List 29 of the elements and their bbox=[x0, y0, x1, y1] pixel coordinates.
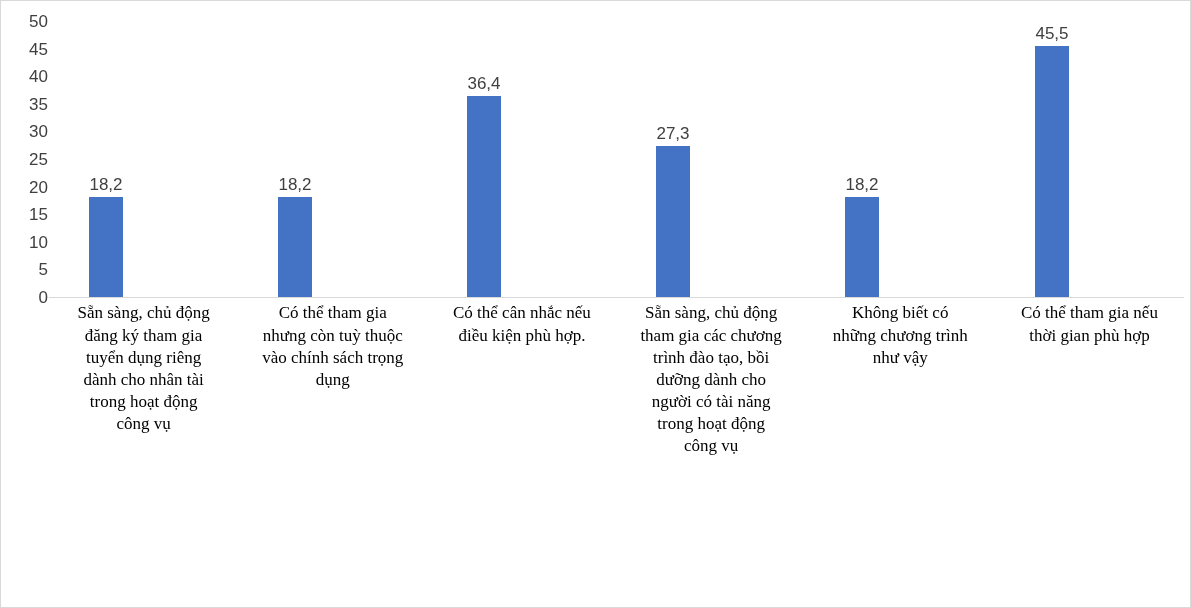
bar bbox=[89, 197, 123, 297]
x-tick-label: Có thể tham gia nhưng còn tuỳ thuộc vào chính sách trọng dụng bbox=[262, 303, 404, 389]
y-tick-label: 35 bbox=[29, 94, 48, 114]
x-tick-label: Không biết có những chương trình như vậy bbox=[832, 303, 969, 367]
y-tick-label: 15 bbox=[29, 205, 48, 225]
y-tick-label: 5 bbox=[38, 260, 48, 280]
data-label: 27,3 bbox=[656, 124, 690, 143]
bar bbox=[1035, 46, 1069, 297]
y-tick-label: 40 bbox=[29, 67, 48, 87]
x-tick-label: Sẵn sàng, chủ động đăng ký tham gia tuyển dụng riêng dành cho nhân tài trong hoạt động công vụ bbox=[77, 303, 211, 433]
bar bbox=[278, 197, 312, 297]
bar bbox=[845, 197, 879, 297]
data-label: 18,2 bbox=[278, 175, 312, 194]
x-tick-label: Sẵn sàng, chủ động tham gia các chương trình đào tạo, bồi dưỡng dành cho người có tài năng trong hoạt động công vụ bbox=[640, 303, 783, 455]
data-label: 18,2 bbox=[845, 175, 879, 194]
y-tick-label: 0 bbox=[38, 287, 48, 307]
y-tick-label: 25 bbox=[29, 149, 48, 169]
y-tick-label: 30 bbox=[29, 122, 48, 142]
y-tick-label: 10 bbox=[29, 232, 48, 252]
x-tick-label: Có thể cân nhắc nếu điều kiện phù hợp. bbox=[453, 303, 592, 345]
bar bbox=[656, 146, 690, 297]
y-tick-label: 50 bbox=[29, 11, 48, 31]
x-tick-label: Có thể tham gia nếu thời gian phù hợp bbox=[1020, 303, 1159, 345]
data-label: 45,5 bbox=[1035, 24, 1069, 43]
data-label: 36,4 bbox=[467, 74, 501, 93]
data-label: 18,2 bbox=[89, 175, 123, 194]
y-tick-label: 45 bbox=[29, 39, 48, 59]
bar bbox=[467, 96, 501, 297]
y-tick-label: 20 bbox=[29, 177, 48, 197]
